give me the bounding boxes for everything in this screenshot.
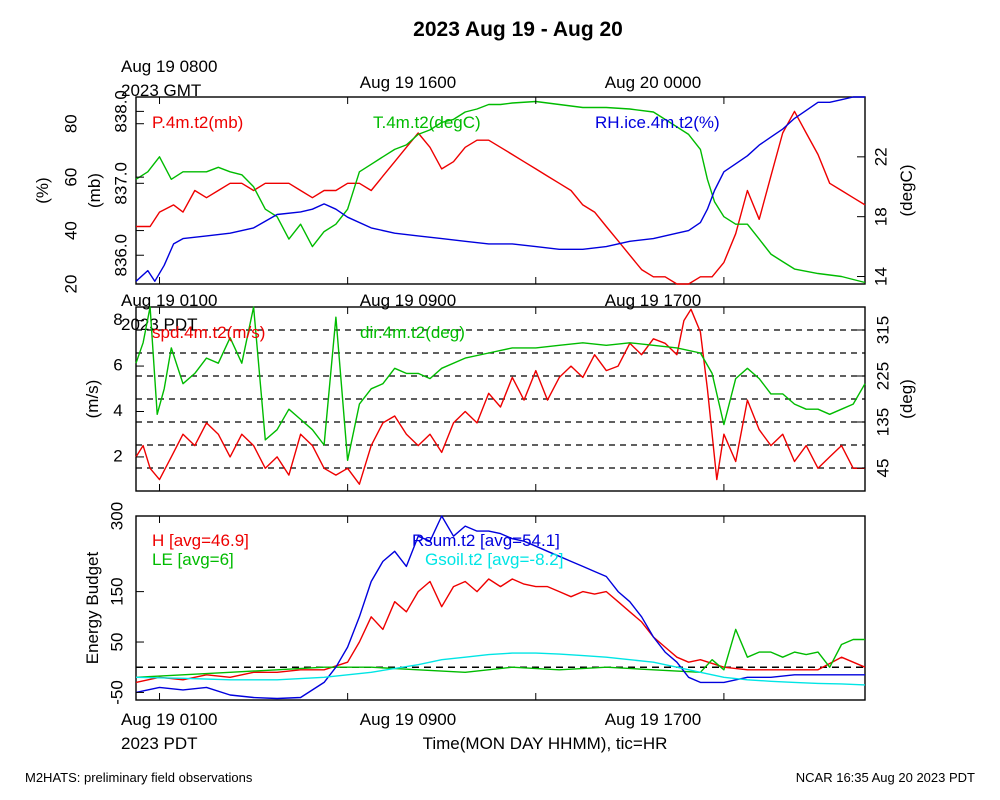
y-tick-label: 40: [61, 221, 80, 240]
y-axis-title: (mb): [85, 173, 104, 208]
legend-entry: spd.4m.t2(m/s): [152, 323, 265, 342]
y-tick-label: 315: [873, 316, 892, 344]
bottom-time-label-2: Aug 19 0900: [360, 710, 456, 729]
series-line-red: [135, 578, 866, 684]
legend-entry: H [avg=46.9]: [152, 531, 249, 550]
y-axis-title: (m/s): [83, 380, 102, 419]
y-tick-label: 135: [873, 408, 892, 436]
footer-right: NCAR 16:35 Aug 20 2023 PDT: [796, 770, 975, 785]
panel-1-frame: [135, 96, 866, 285]
y-tick-label: 2: [113, 446, 122, 465]
y-axis-title: (%): [33, 177, 52, 203]
y-tick-label: -50: [107, 680, 126, 705]
footer-left: M2HATS: preliminary field observations: [25, 770, 253, 785]
y-tick-label: 14: [871, 267, 890, 286]
y-tick-label: 300: [107, 502, 126, 530]
bottom-time-sub-label: 2023 PDT: [121, 734, 198, 753]
legend-entry: LE [avg=6]: [152, 550, 234, 569]
y-axis-title: Energy Budget: [83, 551, 102, 664]
y-tick-label: 150: [107, 577, 126, 605]
panel-wind: 2 4 6 8 (m/s) 45 135 225 315 (deg) spd.4m.t2(m/s)…: [83, 306, 916, 492]
series-line-blue: [135, 515, 865, 700]
y-tick-label: 4: [113, 401, 122, 420]
legend-entry: RH.ice.4m.t2(%): [595, 113, 720, 132]
pdt-time-label-2: Aug 19 0900: [360, 291, 456, 310]
series-line-green: [135, 306, 866, 461]
series-line-cyan: [135, 652, 866, 686]
y-tick-label: 836.0: [111, 234, 130, 277]
chart-title: 2023 Aug 19 - Aug 20: [413, 18, 623, 41]
panel-pressure-temperature-humidity: 20 40 60 80 (%) 836.0 837.0 838.0 (mb) 14 18 22 (deg…: [33, 90, 916, 293]
y-tick-label: 225: [873, 362, 892, 390]
panel-energy-budget: -50 50 150 300 Energy Budget H [avg=46.9]LE …: [83, 502, 866, 705]
series-line-red: [135, 308, 865, 485]
x-axis-label: Time(MON DAY HHMM), tic=HR: [423, 734, 668, 753]
y-tick-label: 22: [871, 147, 890, 166]
gmt-time-label-2: Aug 19 1600: [360, 73, 456, 92]
gmt-time-sub-label: 2023 GMT: [121, 81, 201, 100]
gmt-time-label-1: Aug 19 0800: [121, 57, 217, 76]
y-tick-label: 20: [61, 275, 80, 294]
pdt-time-label-3: Aug 19 1700: [605, 291, 701, 310]
bottom-time-label-3: Aug 19 1700: [605, 710, 701, 729]
y-tick-label: 6: [113, 356, 122, 375]
y-tick-label: 838.0: [111, 90, 130, 133]
series-line-red: [136, 110, 866, 285]
bottom-time-label-1: Aug 19 0100: [121, 710, 217, 729]
pdt-time-sub-label: 2023 PDT: [121, 315, 198, 334]
y-tick-label: 80: [61, 114, 80, 133]
series-line-blue: [135, 96, 865, 282]
y-tick-label: 45: [873, 459, 892, 478]
legend-entry: Gsoil.t2 [avg=-8.2]: [425, 550, 563, 569]
gmt-time-label-3: Aug 20 0000: [605, 73, 701, 92]
y-axis-title: (deg): [897, 379, 916, 419]
y-tick-label: 50: [107, 633, 126, 652]
pdt-time-label-1: Aug 19 0100: [121, 291, 217, 310]
y-tick-label: 8: [113, 310, 122, 329]
series-line-green: [135, 100, 866, 284]
y-axis-title: (degC): [897, 165, 916, 217]
panel-3-frame: [135, 515, 866, 701]
series-line-green: [135, 628, 865, 678]
y-tick-label: 18: [871, 207, 890, 226]
y-tick-label: 837.0: [111, 162, 130, 205]
legend-entry: Rsum.t2 [avg=54.1]: [412, 531, 560, 550]
legend-entry: dir.4m.t2(deg): [360, 323, 465, 342]
legend-entry: P.4m.t2(mb): [152, 113, 243, 132]
legend-entry: T.4m.t2(degC): [373, 113, 481, 132]
y-tick-label: 60: [61, 168, 80, 187]
